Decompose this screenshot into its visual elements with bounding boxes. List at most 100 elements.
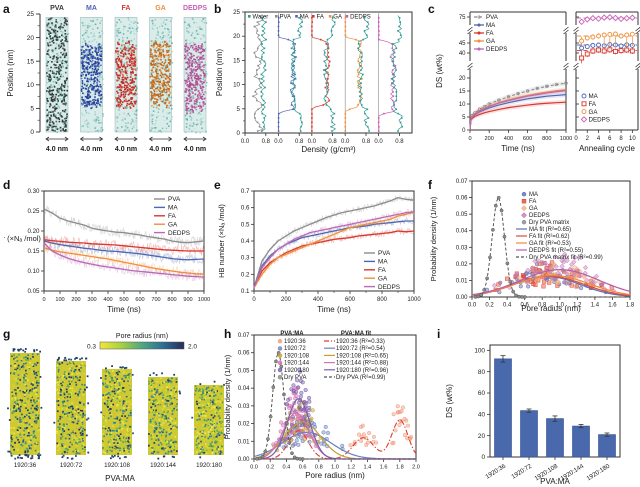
svg-text:10: 10 xyxy=(629,136,636,142)
svg-text:FA: FA xyxy=(378,267,387,274)
panel-label-h: h xyxy=(224,327,232,341)
svg-text:600: 600 xyxy=(135,297,144,303)
svg-text:Pore radius (nm): Pore radius (nm) xyxy=(521,304,581,313)
svg-text:DEDPS: DEDPS xyxy=(168,230,190,237)
svg-text:0.4: 0.4 xyxy=(241,238,250,245)
panel-h-canvas: 0.0 0.2 0.4 0.6 0.8 1.0 1.2 1.4 1.6 1.8 2.00.000.0… xyxy=(223,331,420,480)
svg-text:0: 0 xyxy=(252,297,256,303)
svg-text:0.1: 0.1 xyxy=(241,288,250,295)
panel-e-canvas: 0 200 400 600 800 1000 0.1 0.2 0.3 0.4 0.5 0.6 0.7 Ti… xyxy=(217,188,421,314)
panel-b: 0 5 10 15 20 25 Position (nm) Density (g/cm³) 0.… xyxy=(212,0,426,160)
panel-a: 0 5 10 15 20 25 Position (nm) PVA 4.0 nm MA 4.0 nm… xyxy=(4,0,212,160)
svg-text:0.6: 0.6 xyxy=(520,303,529,309)
panel-g: Pore radius (nm) 0.3 2.0 1920:36 1920:72 1920… xyxy=(4,316,230,487)
svg-text:FA: FA xyxy=(529,199,536,205)
svg-text:1.8: 1.8 xyxy=(626,303,635,309)
svg-text:1.2: 1.2 xyxy=(573,303,582,309)
svg-text:300: 300 xyxy=(87,297,96,303)
svg-text:0.04: 0.04 xyxy=(456,229,468,235)
panel-d-canvas: 0 100 200 300 400 500 600 700 800 900 1000 0.05 0.10… xyxy=(4,188,210,314)
svg-text:GA: GA xyxy=(486,38,496,45)
svg-text:4.0 nm: 4.0 nm xyxy=(80,146,102,153)
panel-label-b: b xyxy=(214,2,222,16)
svg-text:15: 15 xyxy=(233,57,240,64)
svg-text:25: 25 xyxy=(27,11,35,18)
svg-text:MA: MA xyxy=(486,22,496,29)
svg-text:FA fit (R²=0.62): FA fit (R²=0.62) xyxy=(529,234,570,240)
svg-text:0.03: 0.03 xyxy=(456,245,468,251)
svg-text:Time (ns): Time (ns) xyxy=(317,305,351,314)
svg-text:GA fit (R²=0.53): GA fit (R²=0.53) xyxy=(529,241,571,247)
svg-text:GA: GA xyxy=(589,109,599,116)
svg-text:0: 0 xyxy=(468,136,471,142)
svg-text:Probability density (1/nm): Probability density (1/nm) xyxy=(429,196,438,281)
svg-text:0.05: 0.05 xyxy=(456,212,468,218)
svg-text:4.0 nm: 4.0 nm xyxy=(46,146,68,153)
panel-f: 0.0 0.2 0.4 0.6 0.8 1.0 1.2 1.4 1.6 1.8 0.00 0.01 0.… xyxy=(426,165,640,315)
svg-text:2.0: 2.0 xyxy=(188,344,197,351)
svg-text:200: 200 xyxy=(71,297,80,303)
svg-text:1000: 1000 xyxy=(560,136,572,142)
svg-text:100: 100 xyxy=(55,297,64,303)
svg-text:MA: MA xyxy=(378,259,388,266)
svg-text:700: 700 xyxy=(151,297,160,303)
svg-text:PVA: PVA xyxy=(486,14,499,21)
svg-text:0.0: 0.0 xyxy=(274,139,283,145)
svg-text:800: 800 xyxy=(542,136,551,142)
svg-text:DEDPS: DEDPS xyxy=(378,284,400,291)
panel-h: 0.0 0.2 0.4 0.6 0.8 1.0 1.2 1.4 1.6 1.8 2.0 0.00 0.0… xyxy=(222,316,432,487)
svg-text:0: 0 xyxy=(42,297,45,303)
svg-text:0.8: 0.8 xyxy=(538,303,547,309)
svg-text:800: 800 xyxy=(167,297,176,303)
svg-text:1920:72: 1920:72 xyxy=(60,462,83,469)
svg-text:PVA: PVA xyxy=(378,250,391,257)
svg-text:Position (nm): Position (nm) xyxy=(6,49,15,96)
svg-text:FA: FA xyxy=(486,30,494,37)
panel-label-f: f xyxy=(428,178,432,192)
svg-text:MA: MA xyxy=(86,5,97,12)
svg-text:MA: MA xyxy=(300,15,309,21)
svg-text:500: 500 xyxy=(119,297,128,303)
svg-text:HB number (×Nₐ /mol): HB number (×Nₐ /mol) xyxy=(217,204,226,278)
svg-text:0.8: 0.8 xyxy=(395,139,404,145)
svg-text:1.6: 1.6 xyxy=(608,303,617,309)
svg-text:40: 40 xyxy=(459,51,466,57)
svg-text:Annealing cycle: Annealing cycle xyxy=(579,144,636,153)
svg-text:DEDPS: DEDPS xyxy=(486,46,507,53)
svg-text:FA: FA xyxy=(122,5,131,12)
svg-text:FA: FA xyxy=(589,101,597,108)
svg-text:0.0: 0.0 xyxy=(241,139,250,145)
svg-text:GA: GA xyxy=(168,221,178,228)
svg-text:200: 200 xyxy=(485,136,494,142)
svg-text:Density (g/cm³): Density (g/cm³) xyxy=(301,145,356,154)
svg-text:FA: FA xyxy=(317,15,324,21)
svg-text:5: 5 xyxy=(237,106,241,113)
panel-label-g: g xyxy=(3,327,11,341)
svg-text:20: 20 xyxy=(233,33,240,40)
panel-a-canvas: 0 5 10 15 20 25 Position (nm) PVA 4.0 nm MA 4.0 nm… xyxy=(6,5,208,153)
svg-text:0.4: 0.4 xyxy=(503,303,512,309)
svg-text:PVA: PVA xyxy=(280,15,292,21)
svg-text:4.0 nm: 4.0 nm xyxy=(149,146,171,153)
svg-text:GA: GA xyxy=(378,275,388,282)
svg-text:400: 400 xyxy=(313,297,324,303)
svg-text:400: 400 xyxy=(504,136,513,142)
svg-text:MA fit (R²=0.65): MA fit (R²=0.65) xyxy=(529,227,571,233)
svg-text:20: 20 xyxy=(27,35,35,42)
svg-text:GA: GA xyxy=(155,5,166,12)
svg-text:0.10: 0.10 xyxy=(27,268,40,275)
svg-text:0.2: 0.2 xyxy=(485,303,494,309)
svg-text:DEDPS: DEDPS xyxy=(589,117,610,124)
panel-label-a: a xyxy=(3,2,10,16)
svg-text:MA: MA xyxy=(529,192,538,198)
svg-text:0.0: 0.0 xyxy=(341,139,350,145)
svg-text:0: 0 xyxy=(574,136,578,142)
svg-text:0.07: 0.07 xyxy=(456,179,468,185)
svg-text:0.3: 0.3 xyxy=(87,344,96,351)
panel-label-c: c xyxy=(428,2,435,16)
svg-text:20: 20 xyxy=(459,76,466,82)
svg-text:4.0 nm: 4.0 nm xyxy=(184,146,206,153)
svg-text:8: 8 xyxy=(619,136,623,142)
